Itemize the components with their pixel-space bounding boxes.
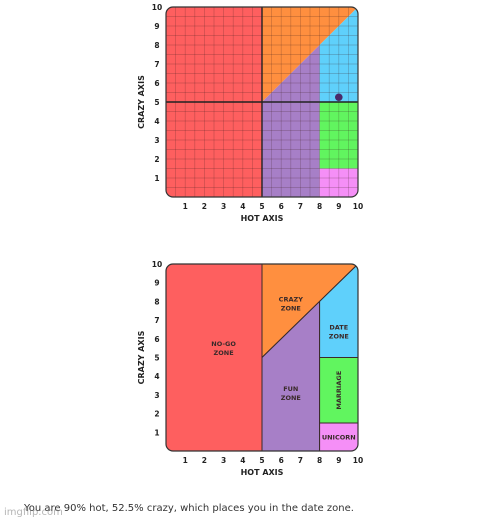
background-zone xyxy=(262,45,320,197)
y-tick-label: 5 xyxy=(154,98,159,107)
y-tick-label: 7 xyxy=(154,60,159,69)
x-tick-label: 2 xyxy=(202,202,207,211)
imgflip-watermark: imgflip.com xyxy=(4,507,63,518)
x-tick-label: 9 xyxy=(336,456,341,465)
y-tick-label: 10 xyxy=(152,3,162,12)
x-tick-label: 5 xyxy=(259,456,264,465)
data-point xyxy=(335,93,343,102)
x-tick-label: 4 xyxy=(240,456,245,465)
x-tick-label: 8 xyxy=(317,456,322,465)
x-tick-label: 1 xyxy=(183,456,188,465)
y-tick-label: 2 xyxy=(154,155,159,164)
y-tick-label: 3 xyxy=(154,136,159,145)
x-tick-label: 6 xyxy=(279,456,284,465)
y-tick-label: 9 xyxy=(154,22,159,31)
zone-label: ZONE xyxy=(281,394,301,402)
x-tick-label: 4 xyxy=(240,202,245,211)
x-axis-title: HOT AXIS xyxy=(241,214,284,223)
y-tick-label: 6 xyxy=(154,335,159,344)
plot-border xyxy=(165,6,359,198)
result-caption: You are 90% hot, 52.5% crazy, which plac… xyxy=(24,503,354,514)
plot-area xyxy=(166,264,358,451)
background-zone xyxy=(262,7,358,102)
hot-crazy-scatter-chart: 1 2 3 4 5 6 7 8 9 10 1 2 3 4 5 6 7 8 9 10 HOT AXIS CRAZY AXIS xyxy=(137,3,363,223)
y-tick-label: 4 xyxy=(154,117,159,126)
x-tick-label: 3 xyxy=(221,202,226,211)
x-tick-label: 10 xyxy=(353,202,363,211)
y-axis-title: CRAZY AXIS xyxy=(137,330,146,384)
zone-area xyxy=(166,264,263,451)
x-tick-label: 3 xyxy=(221,456,226,465)
y-axis-title: CRAZY AXIS xyxy=(137,75,146,129)
x-tick-label: 5 xyxy=(259,202,264,211)
zone-label: MARRIAGE xyxy=(335,371,343,410)
zone-label: ZONE xyxy=(281,304,301,312)
plot-area xyxy=(166,7,358,197)
x-tick-label: 10 xyxy=(353,456,363,465)
zone-label: NO-GO xyxy=(211,340,236,348)
zone-label: ZONE xyxy=(214,349,234,357)
hot-crazy-zones-chart: NO-GOZONECRAZYZONEFUNZONEDATEZONEMARRIAG… xyxy=(137,260,363,477)
zone-label: DATE xyxy=(329,323,348,331)
x-axis-title: HOT AXIS xyxy=(241,468,284,477)
zone-label: CRAZY xyxy=(279,295,304,303)
y-tick-label: 9 xyxy=(154,279,159,288)
x-tick-label: 2 xyxy=(202,456,207,465)
zone-label: FUN xyxy=(283,385,298,393)
y-tick-label: 2 xyxy=(154,410,159,419)
background-zone xyxy=(319,168,358,197)
x-tick-label: 1 xyxy=(183,202,188,211)
x-tick-label: 9 xyxy=(336,202,341,211)
background-zone xyxy=(319,102,358,169)
plot-border xyxy=(165,263,359,452)
x-tick-label: 8 xyxy=(317,202,322,211)
x-tick-label: 6 xyxy=(279,202,284,211)
x-tick-label: 7 xyxy=(298,456,303,465)
y-tick-label: 8 xyxy=(154,41,159,50)
y-tick-label: 7 xyxy=(154,316,159,325)
zone-area xyxy=(319,422,358,451)
zone-label: UNICORN xyxy=(322,433,356,441)
y-tick-label: 4 xyxy=(154,372,159,381)
background-zone xyxy=(319,7,358,102)
y-tick-label: 1 xyxy=(154,428,159,437)
y-tick-label: 1 xyxy=(154,174,159,183)
y-tick-label: 8 xyxy=(154,297,159,306)
y-tick-label: 6 xyxy=(154,79,159,88)
zone-label: ZONE xyxy=(329,332,349,340)
y-tick-label: 10 xyxy=(152,260,162,269)
x-tick-label: 7 xyxy=(298,202,303,211)
y-tick-label: 3 xyxy=(154,391,159,400)
y-tick-label: 5 xyxy=(154,354,159,363)
